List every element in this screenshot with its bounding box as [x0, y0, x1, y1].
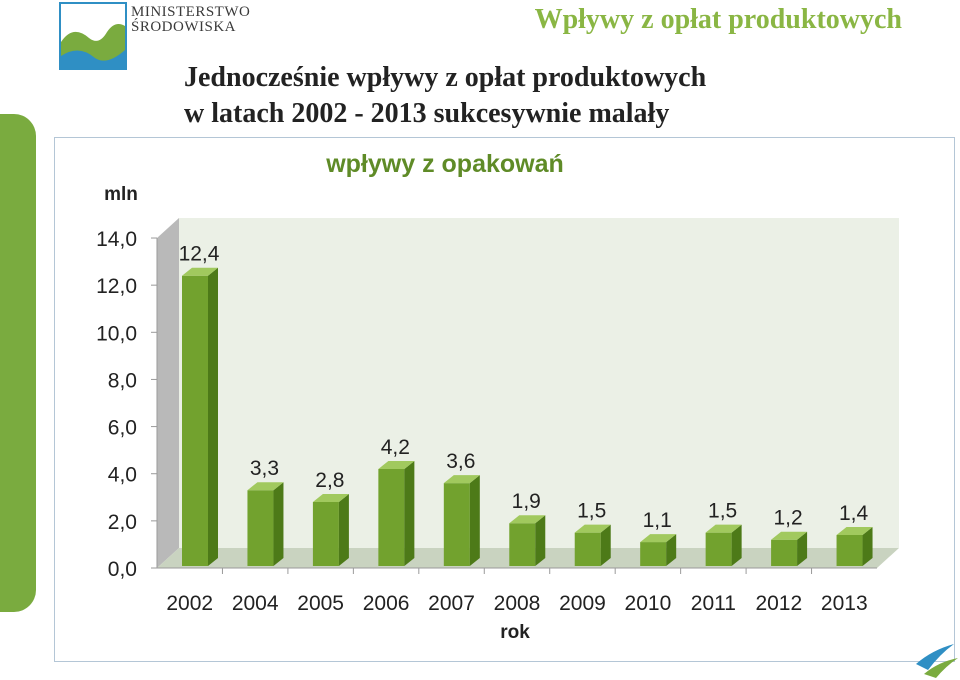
bar-front	[443, 483, 470, 566]
bar-front	[378, 469, 405, 566]
page-title: Wpływy z opłat produktowych	[534, 4, 902, 35]
y-tick-label: 14,0	[96, 228, 137, 251]
y-tick-label: 12,0	[96, 275, 137, 298]
left-accent-tab	[0, 114, 36, 612]
data-label: 1,4	[839, 502, 869, 525]
bar-front	[509, 523, 536, 566]
y-tick-label: 4,0	[108, 464, 137, 487]
x-tick-label: 2010	[625, 592, 672, 615]
y-tick-label: 0,0	[108, 558, 137, 581]
bar-front	[771, 539, 798, 566]
bar-side	[862, 527, 873, 566]
y-tick-label: 10,0	[96, 322, 137, 345]
bar-top	[182, 267, 218, 276]
data-label: 3,3	[250, 457, 279, 480]
y-tick-label: 6,0	[108, 417, 137, 440]
data-label: 12,4	[179, 243, 220, 266]
x-tick-label: 2008	[494, 592, 541, 615]
bar-side	[600, 524, 611, 566]
bar-top	[443, 475, 480, 484]
bar-front	[836, 535, 863, 566]
ministry-logo-icon	[59, 2, 127, 70]
data-label: 3,6	[446, 450, 475, 473]
x-tick-label: 2005	[297, 592, 344, 615]
bar-side	[404, 461, 415, 566]
bar-front	[247, 490, 274, 566]
bar-side	[208, 267, 218, 566]
chart-side-wall	[157, 218, 179, 568]
data-label: 2,8	[315, 469, 344, 492]
data-label: 1,2	[773, 507, 802, 530]
logo-text-ministry: MINISTERSTWO	[131, 4, 251, 20]
data-label: 1,1	[643, 509, 672, 532]
bar-front	[312, 502, 339, 566]
x-tick-label: 2002	[166, 592, 213, 615]
bar-front	[640, 542, 667, 566]
chart-frame: wpływy z opakowań mln rok 0,0 2,0 4,0 6,0 8,0 10…	[54, 137, 955, 662]
bar-top	[509, 515, 546, 524]
bar-front	[705, 532, 732, 566]
x-tick-label: 2011	[691, 592, 736, 615]
x-tick-label: 2012	[755, 592, 802, 615]
logo-text-environment: ŚRODOWISKA	[131, 19, 237, 35]
bar-front	[182, 275, 208, 566]
y-axis-title: mln	[104, 184, 138, 205]
x-tick-label: 2004	[232, 592, 279, 615]
bar-side	[797, 531, 808, 566]
x-tick-label: 2007	[428, 592, 475, 615]
bar-front	[574, 532, 601, 566]
x-tick-label: 2013	[821, 592, 868, 615]
bar-top	[247, 482, 284, 491]
subtitle-line-2: w latach 2002 - 2013 sukcesywnie malały	[184, 98, 670, 129]
data-label: 1,5	[577, 500, 606, 523]
bar-side	[273, 482, 284, 566]
bar-side	[666, 534, 677, 566]
data-label: 4,2	[381, 436, 410, 459]
bar-side	[731, 524, 742, 566]
ministry-logo: MINISTERSTWO ŚRODOWISKA	[59, 2, 259, 72]
slide-subtitle: Jednocześnie wpływy z opłat produktowych…	[184, 60, 824, 132]
chart-title: wpływy z opakowań	[325, 150, 564, 178]
bar-top	[640, 534, 677, 543]
bar-top	[378, 461, 415, 470]
bar-side	[338, 494, 349, 566]
y-tick-label: 8,0	[108, 369, 137, 392]
bar-top	[771, 531, 808, 540]
bar-side	[535, 515, 546, 566]
bar-top	[312, 494, 349, 503]
subtitle-line-1: Jednocześnie wpływy z opłat produktowych	[184, 62, 707, 93]
y-tick-label: 2,0	[108, 511, 137, 534]
bar-chart: wpływy z opakowań mln rok 0,0 2,0 4,0 6,0 8,0 10…	[96, 150, 899, 643]
bar-top	[705, 524, 742, 533]
chart-back-wall	[179, 218, 899, 548]
x-tick-label: 2009	[559, 592, 606, 615]
swoosh-icon	[916, 644, 958, 678]
data-label: 1,9	[512, 490, 541, 513]
bar-side	[469, 475, 480, 566]
x-axis-title: rok	[500, 622, 530, 643]
x-tick-label: 2006	[363, 592, 410, 615]
bar-top	[574, 524, 611, 533]
data-label: 1,5	[708, 500, 737, 523]
bar-top	[836, 527, 873, 536]
